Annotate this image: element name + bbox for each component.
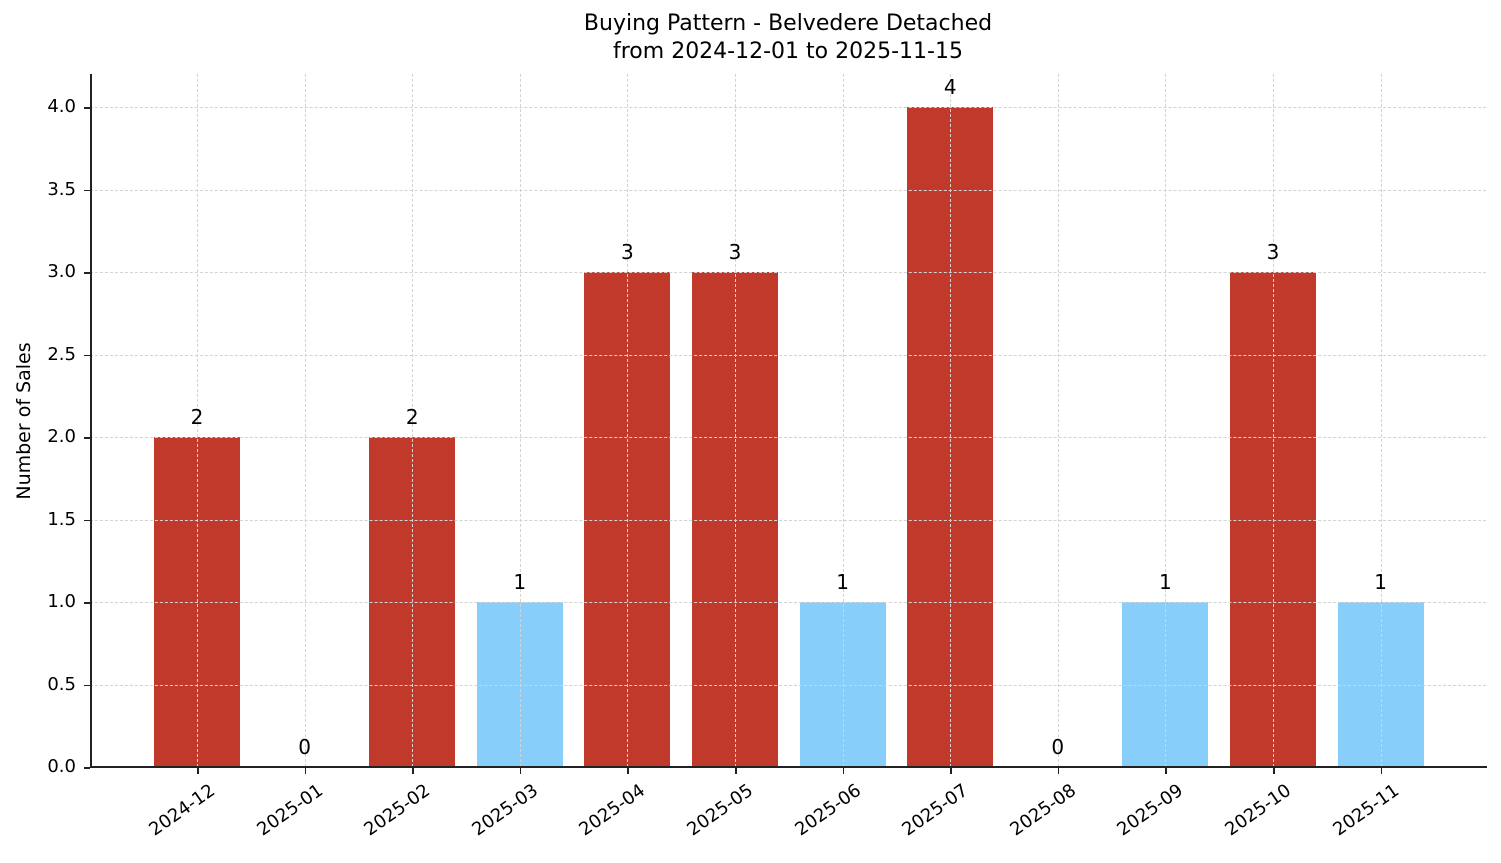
chart-title: Buying Pattern - Belvedere Detached from… [0, 10, 1501, 66]
gridline-x [304, 74, 306, 767]
bar-value-label: 0 [298, 735, 311, 759]
gridline-x [1273, 74, 1274, 767]
x-tick-label: 2025-01 [252, 780, 327, 841]
y-tick-mark [84, 189, 90, 191]
x-tick-mark [412, 768, 414, 774]
x-tick-mark [627, 768, 629, 774]
x-tick-label: 2025-11 [1328, 780, 1403, 841]
y-tick-mark [84, 437, 90, 439]
x-tick-mark [842, 768, 845, 774]
y-axis-title: Number of Sales [13, 342, 35, 500]
y-tick-mark [84, 354, 90, 356]
gridline-y [90, 437, 1486, 438]
bar-value-label: 1 [1374, 570, 1387, 594]
y-tick-mark [84, 107, 90, 109]
bar-value-label: 1 [513, 570, 527, 594]
y-tick-label: 2.0 [47, 426, 76, 447]
bar-value-label: 1 [836, 570, 849, 594]
x-tick-mark [735, 768, 737, 774]
y-tick-mark [84, 272, 90, 274]
gridline-x [197, 74, 198, 767]
x-tick-mark [1273, 768, 1275, 774]
x-tick-label: 2025-08 [1006, 780, 1080, 841]
y-tick-label: 1.0 [47, 591, 76, 612]
x-tick-label: 2025-06 [790, 780, 865, 841]
gridline-y [90, 107, 1486, 108]
gridline-y [90, 354, 1486, 356]
x-tick-label: 2025-03 [468, 780, 542, 841]
y-tick-mark [84, 767, 90, 769]
gridline-y [90, 684, 1486, 686]
y-tick-label: 3.0 [47, 261, 76, 282]
bar-value-label: 0 [1051, 735, 1065, 759]
bar-value-label: 3 [1266, 240, 1280, 264]
gridline-x [842, 74, 844, 767]
y-tick-mark [84, 684, 90, 686]
gridline-y [90, 519, 1486, 521]
x-tick-label: 2025-04 [575, 780, 650, 841]
y-tick-label: 2.5 [47, 343, 76, 365]
chart-title-main: Buying Pattern - Belvedere Detached [583, 11, 993, 36]
bar-value-label: 3 [621, 240, 634, 264]
x-tick-label: 2025-10 [1221, 780, 1296, 841]
plot-area [90, 74, 1486, 768]
gridline-x [950, 74, 952, 767]
gridline-x [1380, 74, 1382, 767]
x-tick-label: 2025-09 [1113, 780, 1188, 841]
gridline-y [90, 189, 1486, 191]
x-tick-mark [197, 768, 199, 774]
y-tick-mark [84, 519, 90, 521]
y-tick-label: 1.5 [47, 508, 76, 530]
x-tick-mark [1380, 768, 1383, 774]
bar-value-label: 2 [190, 405, 204, 429]
x-tick-label: 2025-07 [898, 780, 973, 841]
gridline-x [412, 74, 414, 767]
y-tick-label: 4.0 [47, 96, 76, 117]
gridline-x [1057, 74, 1059, 767]
gridline-x [1165, 74, 1167, 767]
y-axis-line [90, 74, 92, 768]
x-tick-label: 2024-12 [145, 780, 220, 841]
gridline-x [519, 74, 521, 767]
x-tick-mark [519, 768, 522, 774]
gridline-y [90, 602, 1486, 603]
y-tick-label: 0.0 [47, 756, 76, 777]
gridline-x [735, 74, 736, 767]
x-tick-label: 2025-02 [360, 780, 435, 841]
bar-value-label: 4 [943, 75, 957, 99]
bar-value-label: 2 [405, 405, 419, 429]
x-tick-mark [950, 768, 952, 774]
bar-value-label: 1 [1159, 570, 1172, 594]
chart-subtitle: from 2024-12-01 to 2025-11-15 [613, 39, 963, 64]
x-tick-mark [1057, 768, 1060, 774]
x-tick-mark [1165, 768, 1167, 774]
y-tick-mark [84, 602, 90, 604]
x-tick-mark [304, 768, 307, 774]
bar-value-label: 3 [728, 240, 742, 264]
y-tick-label: 3.5 [47, 178, 76, 200]
gridline-y [90, 272, 1486, 273]
x-axis-line [90, 766, 1487, 768]
x-tick-label: 2025-05 [683, 780, 758, 841]
gridline-x [627, 74, 629, 767]
y-tick-label: 0.5 [47, 673, 76, 695]
